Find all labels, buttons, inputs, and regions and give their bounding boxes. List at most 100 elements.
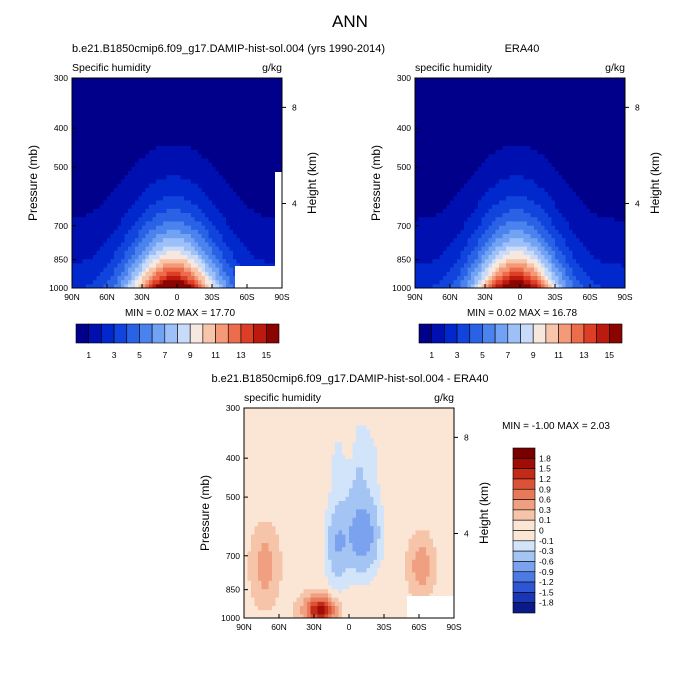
field-cell	[464, 262, 469, 268]
field-cell	[86, 132, 91, 138]
field-cell	[79, 82, 84, 87]
field-cell	[205, 187, 210, 192]
field-cell	[124, 145, 129, 150]
field-cell	[194, 183, 199, 188]
field-cell	[170, 86, 175, 92]
field-cell	[240, 178, 245, 184]
field-cell	[527, 178, 532, 184]
field-cell	[89, 220, 94, 226]
field-cell	[474, 275, 479, 281]
field-cell	[131, 107, 136, 113]
field-cell	[93, 279, 98, 285]
field-cell	[135, 229, 140, 234]
field-cell	[527, 212, 532, 218]
field-cell	[415, 246, 420, 251]
field-cell	[425, 111, 430, 117]
field-cell	[429, 199, 434, 205]
field-cell	[86, 170, 91, 176]
field-cell	[233, 141, 238, 146]
field-cell	[439, 115, 444, 121]
field-cell	[226, 136, 231, 142]
field-cell	[79, 279, 84, 285]
field-cell	[544, 225, 549, 230]
field-cell	[107, 149, 112, 155]
field-cell	[219, 208, 224, 213]
field-cell	[499, 283, 504, 288]
field-cell	[439, 279, 444, 285]
field-cell	[429, 275, 434, 281]
field-cell	[100, 178, 105, 184]
field-cell	[128, 195, 133, 201]
field-cell	[110, 141, 115, 146]
field-cell	[460, 170, 465, 176]
field-cell	[495, 174, 500, 180]
field-cell	[229, 132, 234, 138]
field-cell	[194, 153, 199, 159]
field-cell	[103, 178, 108, 184]
field-cell	[131, 157, 136, 163]
field-cell	[425, 237, 430, 243]
field-cell	[450, 233, 455, 239]
field-cell	[275, 90, 280, 96]
field-cell	[485, 250, 490, 255]
field-cell	[138, 225, 143, 230]
field-cell	[425, 107, 430, 113]
y-tick-label: 400	[54, 123, 68, 133]
field-cell	[530, 204, 535, 209]
field-cell	[513, 153, 518, 159]
field-cell	[149, 195, 154, 201]
field-cell	[506, 124, 511, 129]
field-cell	[432, 178, 437, 184]
field-cell	[275, 94, 280, 100]
field-cell	[131, 195, 136, 201]
field-cell	[187, 107, 192, 113]
field-cell	[499, 254, 504, 260]
field-cell	[142, 183, 147, 188]
field-cell	[222, 254, 227, 260]
field-cell	[418, 254, 423, 260]
field-cell	[429, 271, 434, 276]
field-cell	[471, 241, 476, 247]
field-cell	[184, 241, 189, 247]
field-cell	[523, 187, 528, 192]
field-cell	[124, 170, 129, 176]
field-cell	[222, 258, 227, 264]
field-cell	[474, 90, 479, 96]
field-cell	[163, 149, 168, 155]
field-cell	[187, 208, 192, 213]
field-cell	[79, 216, 84, 222]
field-cell	[93, 183, 98, 188]
field-cell	[254, 191, 259, 197]
field-cell	[191, 250, 196, 255]
field-cell	[250, 82, 255, 87]
field-cell	[422, 229, 427, 234]
field-cell	[544, 204, 549, 209]
field-cell	[124, 149, 129, 155]
field-cell	[194, 120, 199, 125]
field-cell	[506, 128, 511, 134]
field-cell	[250, 229, 255, 234]
field-cell	[212, 136, 217, 142]
field-cell	[198, 233, 203, 239]
field-cell	[418, 229, 423, 234]
field-cell	[247, 157, 252, 163]
field-cell	[124, 204, 129, 209]
field-cell	[523, 233, 528, 239]
field-cell	[180, 124, 185, 129]
field-cell	[128, 267, 133, 272]
field-cell	[257, 157, 262, 163]
field-cell	[548, 258, 553, 264]
field-cell	[457, 107, 462, 113]
field-cell	[194, 145, 199, 150]
field-cell	[233, 111, 238, 117]
field-cell	[268, 149, 273, 155]
field-cell	[166, 195, 171, 201]
field-cell	[191, 86, 196, 92]
field-cell	[513, 220, 518, 226]
field-cell	[114, 115, 119, 121]
field-cell	[103, 199, 108, 205]
field-cell	[205, 262, 210, 268]
field-cell	[236, 178, 241, 184]
field-cell	[464, 149, 469, 155]
field-cell	[523, 111, 528, 117]
